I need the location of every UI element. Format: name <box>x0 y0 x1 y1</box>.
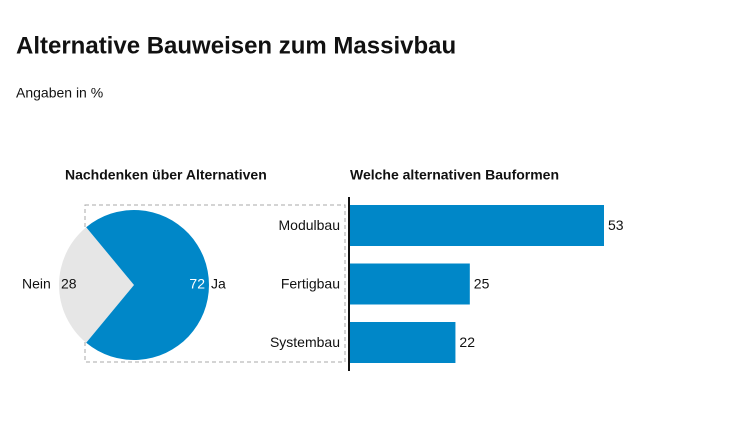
category-label: Fertigbau <box>281 276 340 292</box>
chart-title: Nachdenken über Alternativen <box>65 167 267 183</box>
slice-value: 72 <box>189 276 205 292</box>
category-label: Systembau <box>270 334 340 350</box>
value-label: 53 <box>608 217 624 233</box>
chart-title: Welche alternativen Bauformen <box>350 167 559 183</box>
subtitle: Angaben in % <box>16 85 103 101</box>
value-label: 22 <box>459 334 475 350</box>
bar <box>350 322 456 363</box>
category-label: Modulbau <box>279 217 341 233</box>
slice-label: Ja <box>211 276 226 292</box>
bar <box>350 205 604 246</box>
bar <box>350 263 470 305</box>
slice-label: Nein <box>22 276 51 292</box>
connector-box <box>84 204 346 363</box>
value-label: 25 <box>474 276 490 292</box>
pie-slice <box>86 209 209 360</box>
page-title: Alternative Bauweisen zum Massivbau <box>16 32 456 59</box>
pie-slice <box>58 227 134 343</box>
slice-value: 28 <box>61 276 77 292</box>
